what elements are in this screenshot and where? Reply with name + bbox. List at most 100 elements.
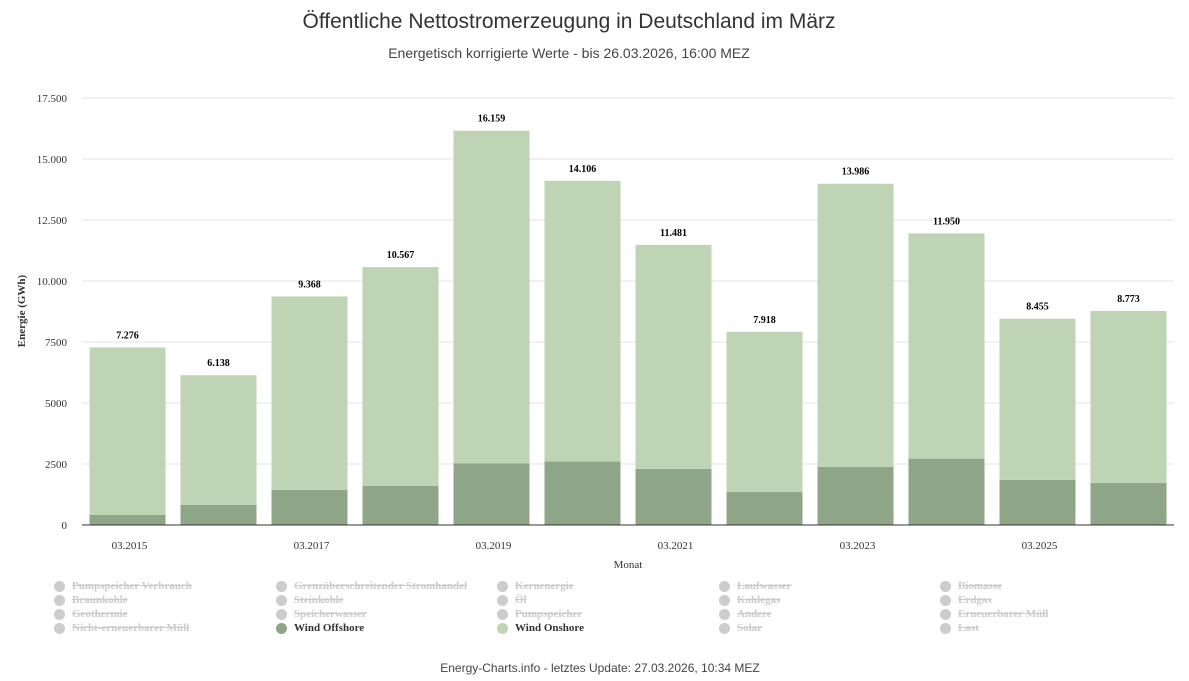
y-tick-label: 15.000 [37, 154, 68, 166]
legend-item-solar[interactable]: Solar [719, 621, 762, 635]
gridlines [82, 97, 1174, 465]
legend-item-last[interactable]: Last [940, 621, 979, 635]
bar-wind-onshore[interactable] [999, 318, 1076, 480]
data-label: 7.918 [753, 315, 776, 326]
data-label: 9.368 [298, 279, 321, 290]
bar-wind-onshore[interactable] [635, 244, 712, 469]
bar-wind-offshore[interactable] [908, 458, 985, 525]
bar-wind-onshore[interactable] [271, 296, 348, 490]
legend-item-andere[interactable]: Andere [719, 607, 772, 621]
legend-item-wind-offshore[interactable]: Wind Offshore [276, 621, 364, 635]
legend-swatch-icon [54, 580, 65, 592]
data-label: 13.986 [842, 167, 870, 178]
bar-wind-offshore[interactable] [271, 489, 348, 525]
bar-wind-offshore[interactable] [726, 491, 803, 525]
bar-chart: 0 2500 5000 7500 10.000 12.500 15.000 17.500 7.… [16, 93, 1174, 571]
data-label: 8.455 [1026, 302, 1049, 313]
y-tick-label: 2500 [45, 459, 68, 471]
bar-wind-onshore[interactable] [1090, 310, 1167, 484]
legend-swatch-icon [54, 622, 65, 634]
legend-swatch-icon [497, 594, 508, 606]
x-axis-title: Monat [614, 559, 643, 571]
legend-item-erdgas[interactable]: Erdgas [940, 593, 992, 607]
legend-swatch-icon [276, 608, 287, 620]
legend-item-biomasse[interactable]: Biomasse [940, 579, 1002, 593]
bar-wind-onshore[interactable] [726, 331, 803, 492]
legend-label: Wind Offshore [294, 622, 365, 634]
legend-item-geothermie[interactable]: Geothermie [54, 607, 128, 621]
y-tick-label: 0 [62, 520, 68, 532]
legend-item-öl[interactable]: Öl [497, 593, 527, 607]
y-tick-label: 10.000 [37, 276, 68, 288]
legend-item-erneuerbarer-müll[interactable]: Erneuerbarer Müll [940, 607, 1048, 621]
bar-wind-offshore[interactable] [544, 461, 621, 525]
bar-wind-offshore[interactable] [362, 485, 439, 525]
bar-wind-onshore[interactable] [180, 375, 257, 505]
legend-swatch-icon [940, 622, 951, 634]
legend-item-laufwasser[interactable]: Laufwasser [719, 579, 791, 593]
footer-credit: Energy-Charts.info - letztes Update: 27.… [440, 661, 760, 675]
chart-title: Öffentliche Nettostromerzeugung in Deuts… [302, 10, 836, 33]
legend-swatch-icon [719, 594, 730, 606]
bar-wind-onshore[interactable] [362, 267, 439, 486]
bar-wind-offshore[interactable] [89, 514, 166, 525]
legend-label: Erneuerbarer Müll [958, 608, 1049, 620]
legend-swatch-icon [719, 608, 730, 620]
x-tick-label: 03.2021 [658, 540, 694, 552]
legend-label: Solar [737, 622, 763, 634]
legend-swatch-icon [940, 594, 951, 606]
legend-label: Öl [515, 594, 527, 606]
legend: Pumpspeicher Verbrauch Grenzüberschreiten… [54, 579, 1164, 639]
bar-wind-onshore[interactable] [89, 347, 166, 515]
y-axis-ticks: 0 2500 5000 7500 10.000 12.500 15.000 17.500 [37, 93, 68, 532]
bars [89, 130, 1167, 525]
legend-item-speicherwasser[interactable]: Speicherwasser [276, 607, 367, 621]
bar-wind-offshore[interactable] [453, 463, 530, 525]
legend-swatch-icon [276, 580, 287, 592]
data-label: 8.773 [1117, 294, 1140, 305]
y-axis-title: Energie (GWh) [16, 274, 28, 347]
legend-label: Biomasse [958, 580, 1002, 592]
legend-swatch-icon [54, 594, 65, 606]
legend-item-nicht-erneuerbarer-müll[interactable]: Nicht-erneuerbarer Müll [54, 621, 189, 635]
legend-label: Laufwasser [737, 580, 792, 592]
legend-label: Kernenergie [515, 580, 574, 592]
legend-label: Speicherwasser [294, 608, 367, 620]
data-label: 16.159 [478, 114, 506, 125]
bar-wind-offshore[interactable] [1090, 483, 1167, 525]
legend-label: Nicht-erneuerbarer Müll [72, 622, 190, 634]
legend-item-braunkohle[interactable]: Braunkohle [54, 593, 128, 607]
bar-wind-offshore[interactable] [635, 468, 712, 525]
legend-label: Wind Onshore [515, 622, 584, 634]
legend-label: Braunkohle [72, 594, 128, 606]
bar-wind-offshore[interactable] [817, 466, 894, 525]
legend-swatch-icon [719, 580, 730, 592]
legend-swatch-icon [940, 580, 951, 592]
legend-item-wind-onshore[interactable]: Wind Onshore [497, 621, 584, 635]
bar-wind-offshore[interactable] [180, 504, 257, 525]
chart-subtitle: Energetisch korrigierte Werte - bis 26.0… [388, 45, 750, 61]
legend-item-kohlegas[interactable]: Kohlegas [719, 593, 780, 607]
x-tick-label: 03.2023 [840, 540, 876, 552]
legend-item-grenzüberschreitender-stromhandel[interactable]: Grenzüberschreitender Stromhandel [276, 579, 467, 593]
y-tick-label: 7500 [45, 337, 68, 349]
legend-item-pumpspeicher[interactable]: Pumpspeicher [497, 607, 582, 621]
legend-swatch-icon [54, 608, 65, 620]
data-labels: 7.276 6.138 9.368 10.567 16.159 14.106 11.481 7… [116, 114, 1140, 370]
legend-item-kernenergie[interactable]: Kernenergie [497, 579, 574, 593]
bar-wind-onshore[interactable] [544, 180, 621, 462]
legend-label: Grenzüberschreitender Stromhandel [294, 580, 468, 592]
bar-wind-onshore[interactable] [817, 183, 894, 467]
x-tick-label: 03.2015 [112, 540, 148, 552]
legend-label: Pumpspeicher [515, 608, 583, 620]
bar-wind-onshore[interactable] [908, 233, 985, 459]
x-tick-label: 03.2025 [1022, 540, 1058, 552]
bar-wind-offshore[interactable] [999, 479, 1076, 525]
legend-swatch-icon [497, 608, 508, 620]
legend-swatch-icon [719, 622, 730, 634]
legend-item-steinkohle[interactable]: Steinkohle [276, 593, 344, 607]
x-tick-label: 03.2019 [476, 540, 512, 552]
bar-wind-onshore[interactable] [453, 130, 530, 464]
legend-item-pumpspeicher-verbrauch[interactable]: Pumpspeicher Verbrauch [54, 579, 192, 593]
y-tick-label: 12.500 [37, 215, 68, 227]
